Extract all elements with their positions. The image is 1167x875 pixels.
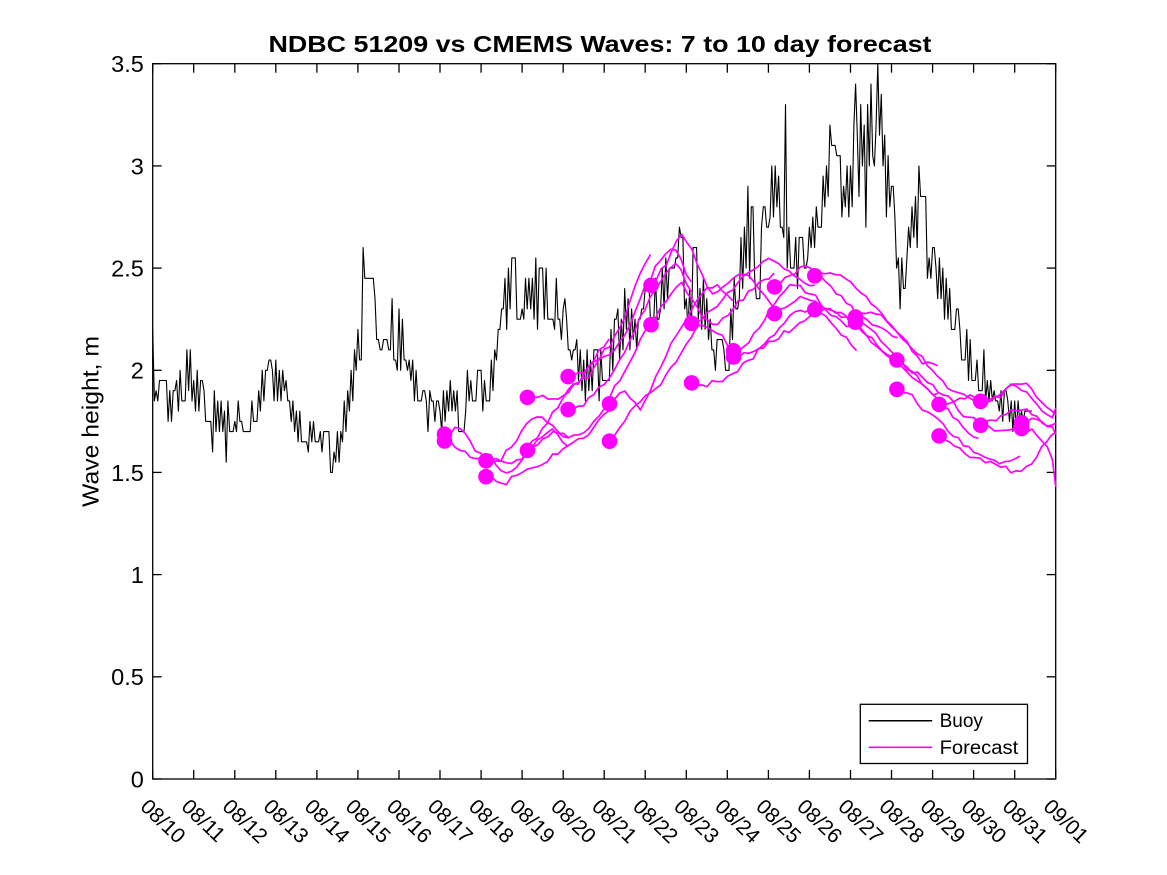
svg-text:1: 1	[131, 562, 144, 588]
svg-text:08/19: 08/19	[505, 795, 559, 848]
svg-text:08/10: 08/10	[136, 795, 190, 848]
svg-text:08/24: 08/24	[710, 795, 764, 848]
svg-text:08/29: 08/29	[916, 795, 970, 848]
svg-text:08/31: 08/31	[998, 795, 1052, 848]
svg-text:3: 3	[131, 153, 144, 179]
svg-text:08/18: 08/18	[464, 795, 518, 848]
svg-text:08/12: 08/12	[218, 795, 272, 848]
svg-text:08/15: 08/15	[341, 795, 395, 848]
svg-text:Wave height, m: Wave height, m	[77, 336, 103, 507]
svg-text:09/01: 09/01	[1039, 795, 1093, 848]
svg-text:08/21: 08/21	[587, 795, 641, 848]
svg-text:08/22: 08/22	[628, 795, 682, 848]
svg-text:08/27: 08/27	[834, 795, 888, 848]
svg-text:08/17: 08/17	[423, 795, 477, 848]
svg-text:08/20: 08/20	[546, 795, 600, 848]
svg-text:08/23: 08/23	[669, 795, 723, 848]
svg-text:08/13: 08/13	[259, 795, 313, 848]
svg-text:NDBC 51209 vs CMEMS Waves: 7 t: NDBC 51209 vs CMEMS Waves: 7 to 10 day f…	[269, 31, 932, 57]
svg-text:08/25: 08/25	[751, 795, 805, 848]
svg-text:08/28: 08/28	[875, 795, 929, 848]
svg-text:Forecast: Forecast	[940, 738, 1019, 759]
svg-text:2: 2	[131, 358, 144, 384]
svg-text:2.5: 2.5	[111, 256, 144, 282]
svg-text:0.5: 0.5	[111, 664, 144, 690]
svg-text:3.5: 3.5	[111, 51, 144, 77]
svg-text:0: 0	[131, 766, 144, 792]
svg-text:08/30: 08/30	[957, 795, 1011, 848]
svg-text:1.5: 1.5	[111, 460, 144, 486]
svg-text:08/11: 08/11	[177, 795, 230, 847]
svg-text:08/26: 08/26	[792, 795, 846, 848]
svg-text:08/16: 08/16	[382, 795, 436, 848]
svg-text:Buoy: Buoy	[940, 711, 984, 732]
svg-text:08/14: 08/14	[300, 795, 354, 848]
